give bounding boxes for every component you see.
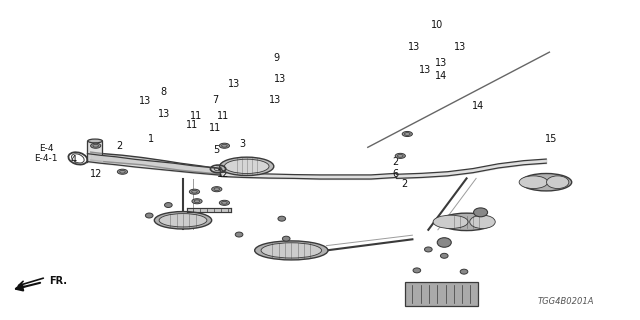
- Text: 13: 13: [408, 42, 420, 52]
- Text: 14: 14: [435, 71, 447, 81]
- Circle shape: [189, 189, 200, 194]
- Text: TGG4B0201A: TGG4B0201A: [538, 297, 594, 306]
- Circle shape: [117, 169, 127, 174]
- Text: 12: 12: [217, 169, 229, 179]
- Ellipse shape: [424, 247, 432, 252]
- Text: 9: 9: [274, 53, 280, 63]
- Circle shape: [402, 132, 412, 137]
- Text: 8: 8: [161, 87, 167, 97]
- Circle shape: [220, 200, 230, 205]
- Ellipse shape: [413, 268, 420, 273]
- Text: 13: 13: [419, 65, 431, 75]
- Text: 4: 4: [70, 155, 76, 165]
- Text: 13: 13: [157, 109, 170, 119]
- Text: 13: 13: [139, 96, 151, 106]
- Text: 1: 1: [148, 134, 154, 144]
- Circle shape: [220, 143, 230, 148]
- Ellipse shape: [220, 157, 274, 176]
- Text: 2: 2: [392, 156, 398, 167]
- Text: 11: 11: [209, 123, 221, 133]
- Ellipse shape: [225, 159, 269, 173]
- Ellipse shape: [440, 253, 448, 258]
- Ellipse shape: [154, 212, 212, 229]
- Circle shape: [212, 187, 222, 192]
- Text: 2: 2: [402, 179, 408, 189]
- Text: 13: 13: [275, 74, 287, 84]
- Text: FR.: FR.: [49, 276, 67, 285]
- Ellipse shape: [437, 238, 451, 247]
- Text: 10: 10: [431, 20, 443, 30]
- Ellipse shape: [547, 176, 569, 188]
- Text: 11: 11: [186, 120, 198, 130]
- Text: 15: 15: [545, 134, 557, 144]
- Ellipse shape: [88, 139, 102, 143]
- Ellipse shape: [255, 241, 328, 260]
- Text: 3: 3: [239, 139, 245, 149]
- Ellipse shape: [159, 214, 207, 227]
- Ellipse shape: [470, 215, 495, 228]
- Text: 13: 13: [454, 42, 467, 52]
- Circle shape: [91, 143, 100, 148]
- Text: 11: 11: [189, 111, 202, 121]
- Text: 13: 13: [228, 79, 240, 89]
- Ellipse shape: [164, 203, 172, 207]
- Ellipse shape: [261, 243, 321, 258]
- Text: E-4
E-4-1: E-4 E-4-1: [35, 144, 58, 163]
- Text: 6: 6: [392, 169, 398, 179]
- Text: 13: 13: [269, 95, 282, 105]
- Circle shape: [395, 153, 405, 158]
- Text: 2: 2: [116, 141, 122, 151]
- Text: 11: 11: [217, 111, 229, 121]
- Ellipse shape: [460, 269, 468, 274]
- Ellipse shape: [236, 232, 243, 237]
- Ellipse shape: [278, 216, 285, 221]
- Ellipse shape: [474, 208, 488, 217]
- Ellipse shape: [440, 213, 493, 231]
- FancyBboxPatch shape: [404, 282, 478, 306]
- Text: 12: 12: [90, 169, 102, 179]
- Text: 7: 7: [212, 95, 218, 105]
- Ellipse shape: [521, 173, 572, 191]
- Ellipse shape: [145, 213, 153, 218]
- Ellipse shape: [433, 215, 468, 228]
- Text: 5: 5: [214, 146, 220, 156]
- Text: 14: 14: [472, 101, 484, 111]
- Circle shape: [192, 199, 202, 204]
- Text: 13: 13: [435, 58, 447, 68]
- Ellipse shape: [282, 236, 290, 241]
- Ellipse shape: [519, 176, 548, 188]
